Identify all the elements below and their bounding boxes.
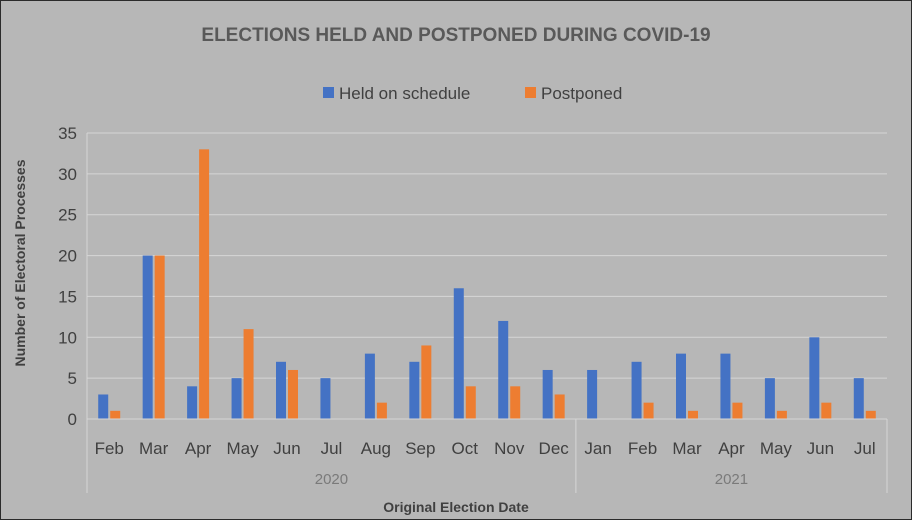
legend-label: Held on schedule — [339, 84, 470, 103]
x-tick-label: Mar — [139, 439, 169, 458]
bar-postponed — [199, 149, 210, 420]
y-axis-title: Number of Electoral Processes — [12, 159, 28, 366]
bar-postponed — [110, 410, 121, 419]
y-tick-label: 35 — [58, 124, 77, 143]
bar-held — [142, 255, 153, 419]
legend: Held on schedule Postponed — [323, 84, 622, 103]
y-tick-label: 20 — [58, 247, 77, 266]
bar-postponed — [732, 402, 743, 419]
bar-postponed — [821, 402, 832, 419]
x-tick-label: Jul — [321, 439, 343, 458]
y-tick-label: 0 — [68, 410, 77, 429]
bar-held — [231, 378, 242, 419]
x-tick-label: Apr — [718, 439, 745, 458]
x-axis: Feb Mar Apr May Jun Jul Aug Sep Oct Nov Dec Jan Feb M… — [86, 418, 888, 493]
bar-held — [187, 386, 198, 419]
bar-held — [853, 378, 864, 419]
y-tick-label: 30 — [58, 165, 77, 184]
x-tick-label: Dec — [539, 439, 570, 458]
bar-held — [276, 361, 286, 419]
legend-swatch — [323, 87, 334, 98]
y-tick-label: 25 — [58, 206, 77, 225]
x-tick-label: Mar — [672, 439, 702, 458]
x-tick-label: Aug — [361, 439, 391, 458]
bars — [98, 149, 876, 420]
y-tick-label: 5 — [68, 369, 77, 388]
bar-postponed — [376, 402, 387, 419]
bar-held — [364, 353, 375, 419]
year-group-label: 2020 — [315, 471, 348, 488]
bar-postponed — [688, 410, 698, 419]
bar-postponed — [154, 255, 165, 419]
bar-postponed — [465, 386, 476, 419]
y-tick-label: 15 — [58, 287, 77, 306]
gridlines — [87, 132, 887, 420]
x-axis-title: Original Election Date — [383, 499, 529, 515]
bar-held — [98, 394, 109, 419]
x-tick-label: Jun — [807, 439, 834, 458]
bar-postponed — [554, 394, 565, 419]
x-tick-label: Sep — [405, 439, 435, 458]
bar-held — [409, 361, 420, 419]
x-tick-label: Feb — [95, 439, 124, 458]
x-tick-label: Jun — [273, 439, 300, 458]
year-group-label: 2021 — [715, 471, 748, 488]
x-tick-label: Feb — [628, 439, 657, 458]
bar-postponed — [865, 410, 876, 419]
legend-swatch — [525, 87, 536, 98]
bar-postponed — [243, 329, 254, 419]
bar-held — [764, 378, 775, 419]
x-tick-label: Nov — [494, 439, 525, 458]
x-tick-label: May — [760, 439, 793, 458]
bar-held — [498, 320, 509, 419]
x-tick-label: May — [226, 439, 259, 458]
bar-postponed — [776, 410, 787, 419]
x-tick-label: Apr — [185, 439, 212, 458]
bar-postponed — [288, 369, 298, 419]
legend-label: Postponed — [541, 84, 622, 103]
x-tick-label: Jul — [854, 439, 876, 458]
bar-postponed — [510, 386, 521, 419]
bar-held — [809, 337, 820, 419]
bar-held — [720, 353, 731, 419]
x-tick-label: Oct — [452, 439, 479, 458]
x-tick-label: Jan — [584, 439, 611, 458]
bar-postponed — [421, 345, 432, 419]
bar-held — [676, 353, 686, 419]
bar-held — [542, 369, 553, 419]
bar-held — [587, 369, 598, 419]
bar-held — [320, 378, 331, 419]
chart-title: ELECTIONS HELD AND POSTPONED DURING COVI… — [201, 25, 710, 46]
bar-held — [453, 288, 464, 419]
bar-held — [631, 361, 642, 419]
y-axis: 0 5 10 15 20 25 30 35 — [58, 124, 88, 429]
bar-postponed — [643, 402, 654, 419]
y-tick-label: 10 — [58, 328, 77, 347]
